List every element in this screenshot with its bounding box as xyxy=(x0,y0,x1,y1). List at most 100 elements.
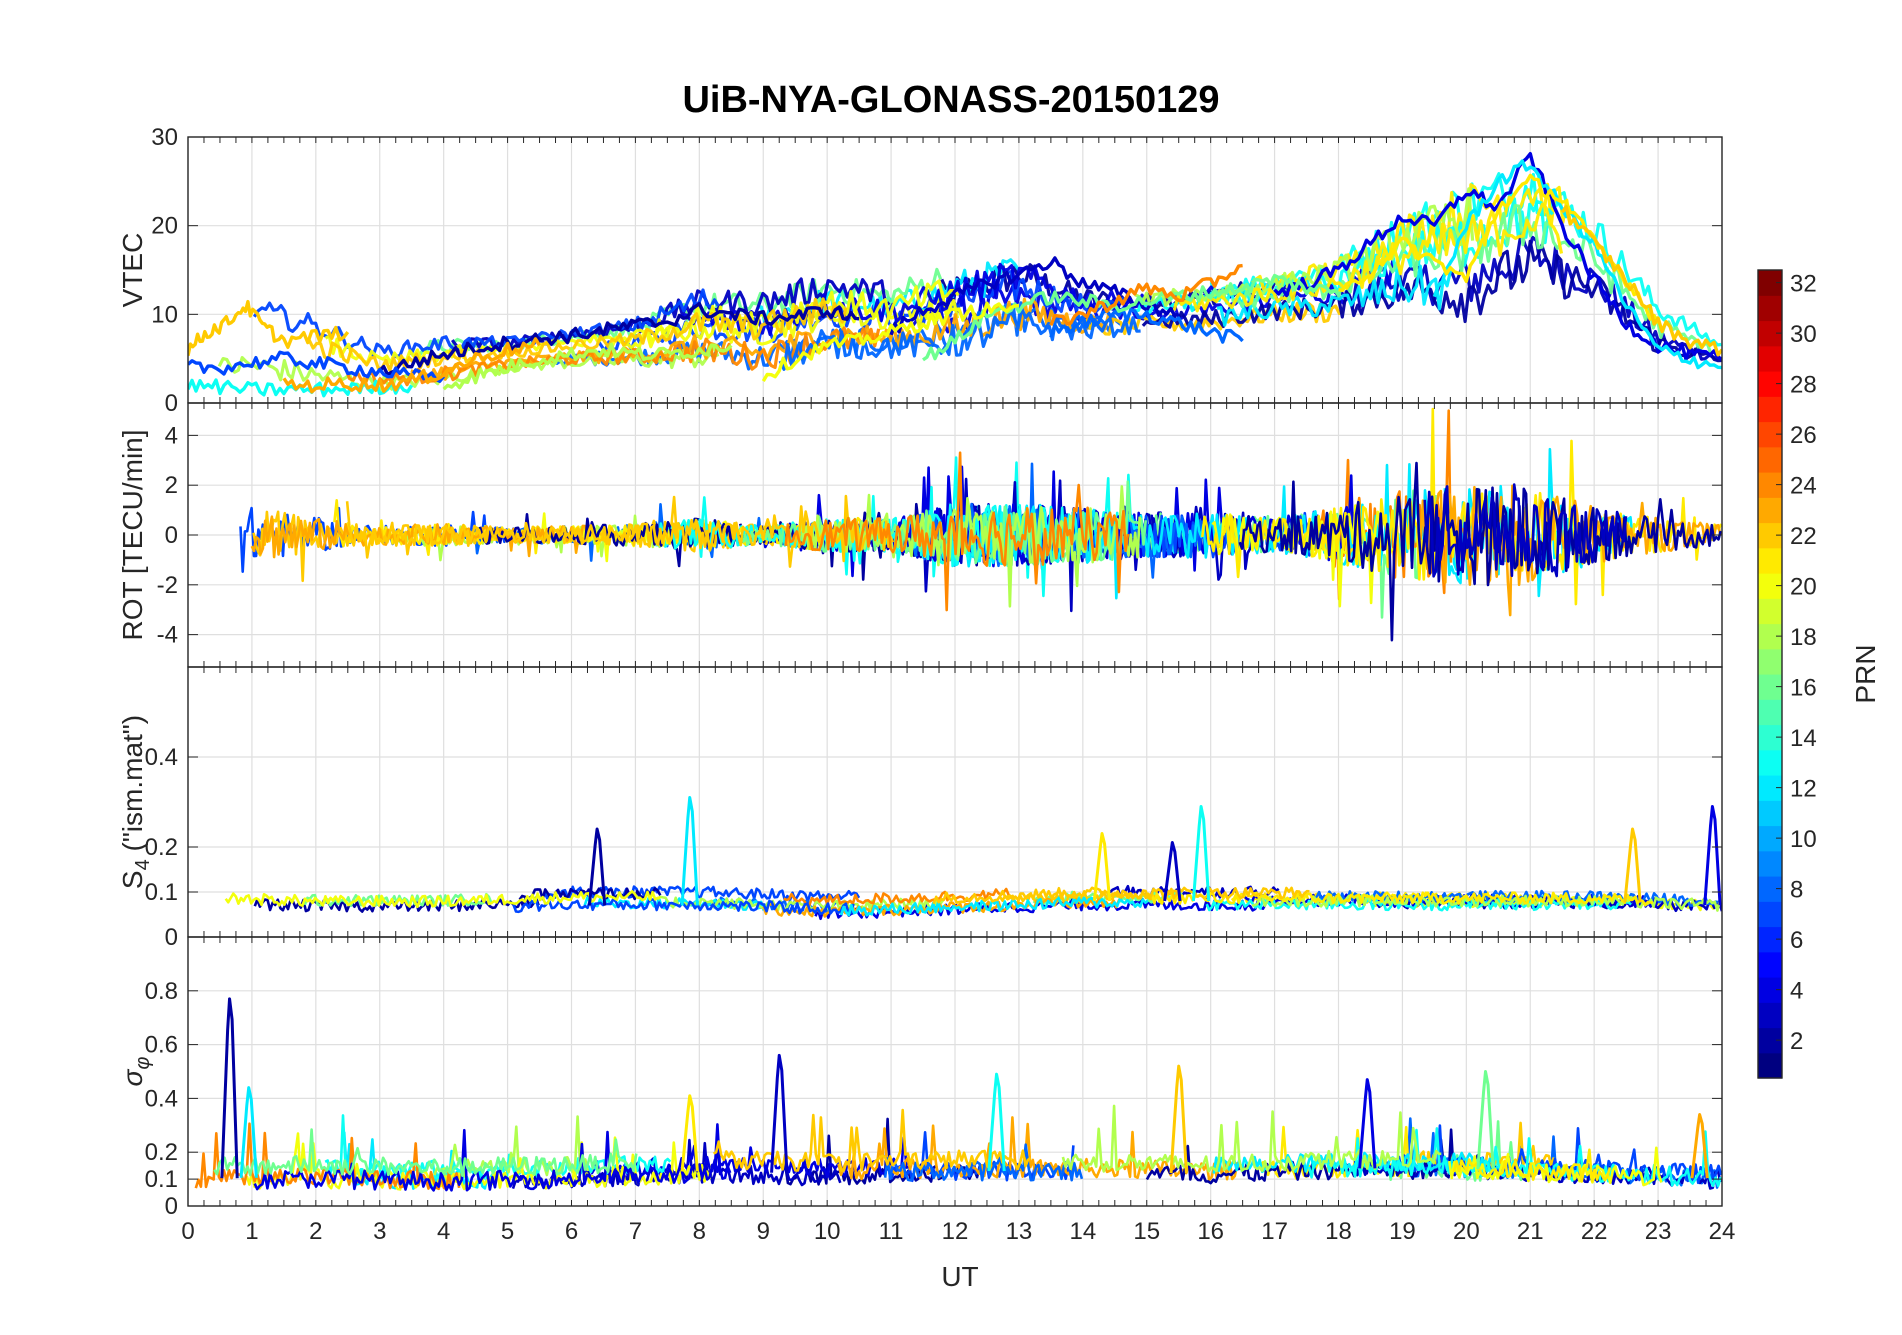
y-tick-label: 0.4 xyxy=(145,1085,178,1112)
x-tick-label: 24 xyxy=(1709,1218,1736,1245)
rot-trace xyxy=(1238,461,1722,642)
series-group xyxy=(194,997,1722,1192)
panel-s4: 0 0.1 0.2 0.4S4 ("ism.mat") xyxy=(117,666,1723,951)
s4-trace xyxy=(1150,891,1653,907)
spike-mark xyxy=(587,827,607,906)
vtec-trace xyxy=(1332,231,1722,361)
vtec-trace xyxy=(451,277,891,352)
spike-mark xyxy=(1169,1064,1188,1174)
rot-trace xyxy=(345,494,895,568)
x-tick-label: 13 xyxy=(1006,1218,1033,1245)
vtec-trace xyxy=(1141,239,1722,363)
spike-mark xyxy=(680,796,699,906)
x-tick-label: 18 xyxy=(1325,1218,1352,1245)
sigma-trace xyxy=(837,1116,1246,1182)
y-tick-label: 0 xyxy=(165,390,178,417)
colorbar-tick-label: 32 xyxy=(1790,271,1817,298)
colorbar-swatch xyxy=(1758,648,1782,675)
spike-mark xyxy=(770,1053,789,1173)
y-axis-label: σφ xyxy=(117,1057,154,1087)
s4-trace xyxy=(932,886,1310,905)
colorbar-tick-label: 28 xyxy=(1790,372,1817,399)
colorbar-swatch xyxy=(1758,396,1782,423)
y-tick-label: 4 xyxy=(165,422,178,449)
x-tick-label: 0 xyxy=(181,1218,194,1245)
x-tick-label: 3 xyxy=(373,1218,386,1245)
sigma-trace xyxy=(1447,1146,1663,1187)
colorbar-tick-label: 20 xyxy=(1790,574,1817,601)
spike-mark xyxy=(1191,805,1211,902)
y-tick-label: 0 xyxy=(165,924,178,951)
y-tick-label: 20 xyxy=(151,213,178,240)
x-tick-label: 17 xyxy=(1261,1218,1288,1245)
colorbar-swatch xyxy=(1758,598,1782,625)
vtec-series-prn-7-3 xyxy=(188,350,446,383)
vtec-series-prn-24-13 xyxy=(1049,263,1243,327)
vtec-series-prn-2-0 xyxy=(378,301,860,377)
colorbar-tick-label: 22 xyxy=(1790,523,1817,550)
spike-mark xyxy=(1623,827,1642,903)
s4-trace xyxy=(224,890,661,909)
sigma-trace xyxy=(1452,1148,1612,1183)
x-tick-label: 15 xyxy=(1133,1218,1160,1245)
x-tick-label: 2 xyxy=(309,1218,322,1245)
s4-trace xyxy=(1251,893,1722,912)
colorbar-swatch xyxy=(1758,295,1782,322)
vtec-series-prn-3-1 xyxy=(889,256,1180,336)
x-tick-label: 11 xyxy=(879,1218,904,1245)
rot-trace xyxy=(1423,483,1628,578)
colorbar-tick-label: 30 xyxy=(1790,321,1817,348)
y-axis-label: VTEC xyxy=(117,233,148,308)
x-axis-label: UT xyxy=(941,1261,978,1292)
x-tick-label: 8 xyxy=(693,1218,706,1245)
colorbar-tick-label: 2 xyxy=(1790,1028,1803,1055)
spike-mark xyxy=(220,997,239,1179)
y-tick-label: -4 xyxy=(157,622,178,649)
vtec-series-prn-8-4 xyxy=(1049,307,1244,344)
colorbar-swatch xyxy=(1758,901,1782,928)
colorbar-tick-label: 14 xyxy=(1790,725,1817,752)
colorbar-frame xyxy=(1757,269,1783,1079)
vtec-series-prn-23-12 xyxy=(282,337,541,394)
spike-mark xyxy=(239,1086,258,1178)
x-tick-label: 7 xyxy=(629,1218,642,1245)
y-tick-label: 0.2 xyxy=(145,1139,178,1166)
spike-mark xyxy=(1476,1070,1495,1170)
colorbar-swatch xyxy=(1758,699,1782,726)
y-tick-label: 0.2 xyxy=(145,834,178,861)
y-tick-label: 30 xyxy=(151,124,178,151)
sigma-trace xyxy=(1061,1104,1442,1173)
x-tick-label: 16 xyxy=(1197,1218,1224,1245)
y-tick-label: 0 xyxy=(165,522,178,549)
panel-rot: -4 -2 0 2 4 ROT [TECU/min] xyxy=(117,402,1723,668)
colorbar-swatch xyxy=(1758,1052,1782,1079)
rot-trace xyxy=(1201,407,1722,606)
vtec-series-prn-22-11 xyxy=(188,299,350,357)
x-tick-label: 12 xyxy=(942,1218,969,1245)
x-tick-label: 1 xyxy=(245,1218,258,1245)
colorbar-tick-label: 24 xyxy=(1790,473,1817,500)
sigma-trace xyxy=(712,1108,1032,1172)
y-axis-label: ROT [TECU/min] xyxy=(117,429,148,640)
colorbar-swatch xyxy=(1758,749,1782,776)
vtec-series-prn-20-9 xyxy=(761,301,1020,382)
sigma-trace xyxy=(213,1128,638,1177)
y-tick-label: 0.8 xyxy=(145,978,178,1005)
colorbar-swatch xyxy=(1758,1002,1782,1029)
x-tick-label: 22 xyxy=(1581,1218,1608,1245)
x-tick-label: 20 xyxy=(1453,1218,1480,1245)
y-tick-label: 10 xyxy=(151,301,178,328)
x-tick-label: 6 xyxy=(565,1218,578,1245)
y-tick-label: 0.1 xyxy=(145,1166,178,1193)
vtec-trace xyxy=(1172,202,1564,313)
y-tick-label: 0.6 xyxy=(145,1032,178,1059)
spike-mark xyxy=(1690,1113,1709,1179)
sigma-trace xyxy=(253,1123,732,1192)
spike-mark xyxy=(1703,805,1722,906)
colorbar-swatch xyxy=(1758,800,1782,827)
y-tick-label: 0.1 xyxy=(145,879,178,906)
